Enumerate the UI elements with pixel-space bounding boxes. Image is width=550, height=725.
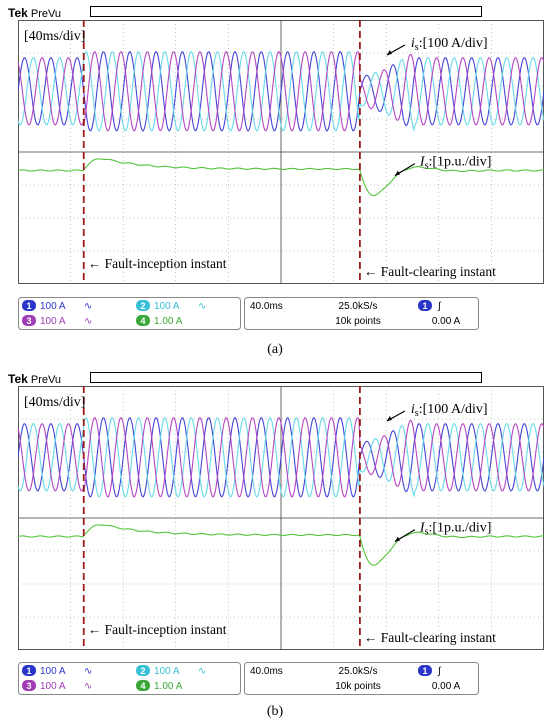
ch4-num: 4 xyxy=(140,681,145,691)
phase-b-trace xyxy=(18,50,544,132)
scope-brand: Tek PreVu xyxy=(8,6,62,20)
ch3-coupling-icon: ∿ xyxy=(84,316,92,327)
is-arrow-head xyxy=(386,416,392,421)
phase-a-trace xyxy=(18,50,544,132)
is-label: is:[100 A/div] xyxy=(411,402,488,419)
timebase-label: [40ms/div] xyxy=(24,395,85,410)
scope-brand: Tek PreVu xyxy=(8,372,62,386)
trigger-source-num: 1 xyxy=(422,301,427,311)
ch1-chip xyxy=(22,665,36,676)
ch4-chip xyxy=(136,315,150,326)
ch1-scale: 100 A xyxy=(40,301,66,312)
phase-a-trace xyxy=(18,416,544,498)
phase-c-trace xyxy=(18,50,544,132)
ch4-scale: 1.00 A xyxy=(154,681,183,692)
caption-a: (a) xyxy=(267,342,283,357)
fault-clearing-label: ← Fault-clearing instant xyxy=(364,630,496,645)
ch2-coupling-icon: ∿ xyxy=(198,301,206,312)
trigger-source-num: 1 xyxy=(422,666,427,676)
record-position-bar[interactable] xyxy=(90,6,482,17)
channel-box xyxy=(18,297,241,330)
trigger-level: 0.00 A xyxy=(432,681,461,692)
ch1-num: 1 xyxy=(26,666,31,676)
status-bar-b: 1 100 A ∿ 3 100 A ∿ 2 100 A ∿ 4 1.00 A 40.0ms 25.0kS… xyxy=(18,662,544,696)
ch4-chip xyxy=(136,680,150,691)
status-bar-a: 1 100 A ∿ 3 100 A ∿ 2 100 A ∿ 4 1.00 A 40.0ms 25.0kS… xyxy=(18,297,544,331)
ch2-num: 2 xyxy=(140,301,145,311)
ch3-chip xyxy=(22,680,36,691)
record-position-bar[interactable] xyxy=(90,372,482,383)
ch4-scale: 1.00 A xyxy=(154,316,183,327)
caption-b: (b) xyxy=(266,704,284,719)
record-length: 10k points xyxy=(335,316,381,327)
fault-inception-label: ← Fault-inception instant xyxy=(88,622,227,637)
horizontal-scale: 40.0ms xyxy=(250,666,283,677)
phase-c-trace xyxy=(18,416,544,498)
ch1-coupling-icon: ∿ xyxy=(84,666,92,677)
trigger-slope-icon: ∫ xyxy=(437,666,442,677)
is-label: is:[100 A/div] xyxy=(411,36,488,53)
magnitude-trace xyxy=(18,158,544,197)
sample-rate: 25.0kS/s xyxy=(339,666,378,677)
phase-b-trace xyxy=(18,416,544,498)
ch2-num: 2 xyxy=(140,666,145,676)
Is-arrow-head xyxy=(394,536,400,542)
ch3-chip xyxy=(22,315,36,326)
Is-arrow-head xyxy=(394,170,400,176)
ch2-chip xyxy=(136,665,150,676)
ch1-num: 1 xyxy=(26,301,31,311)
timebase-label: [40ms/div] xyxy=(24,29,85,44)
trigger-source-chip xyxy=(418,665,432,676)
ch2-coupling-icon: ∿ xyxy=(198,666,206,677)
fault-inception-label: ← Fault-inception instant xyxy=(88,256,227,271)
ch1-chip xyxy=(22,300,36,311)
trigger-level: 0.00 A xyxy=(432,316,461,327)
is-arrow-head xyxy=(386,50,392,55)
waveform-screen-a: [40ms/div] is:[100 A/div] Is:[1p.u./div] ← … xyxy=(18,20,544,284)
trigger-source-chip xyxy=(418,300,432,311)
trigger-slope-icon: ∫ xyxy=(437,301,442,312)
magnitude-trace xyxy=(18,524,544,566)
ch3-num: 3 xyxy=(26,316,31,326)
horizontal-scale: 40.0ms xyxy=(250,301,283,312)
ch3-coupling-icon: ∿ xyxy=(84,681,92,692)
ch2-scale: 100 A xyxy=(154,301,180,312)
Is-label: Is:[1p.u./div] xyxy=(419,521,492,538)
ch2-scale: 100 A xyxy=(154,666,180,677)
record-length: 10k points xyxy=(335,681,381,692)
ch1-scale: 100 A xyxy=(40,666,66,677)
fault-clearing-label: ← Fault-clearing instant xyxy=(364,264,496,279)
ch3-scale: 100 A xyxy=(40,681,66,692)
Is-label: Is:[1p.u./div] xyxy=(419,155,492,172)
ch3-num: 3 xyxy=(26,681,31,691)
ch4-num: 4 xyxy=(140,316,145,326)
ch3-scale: 100 A xyxy=(40,316,66,327)
ch1-coupling-icon: ∿ xyxy=(84,301,92,312)
waveform-screen-b: [40ms/div] is:[100 A/div] Is:[1p.u./div] ← … xyxy=(18,386,544,650)
channel-box xyxy=(18,662,241,695)
sample-rate: 25.0kS/s xyxy=(339,301,378,312)
ch2-chip xyxy=(136,300,150,311)
